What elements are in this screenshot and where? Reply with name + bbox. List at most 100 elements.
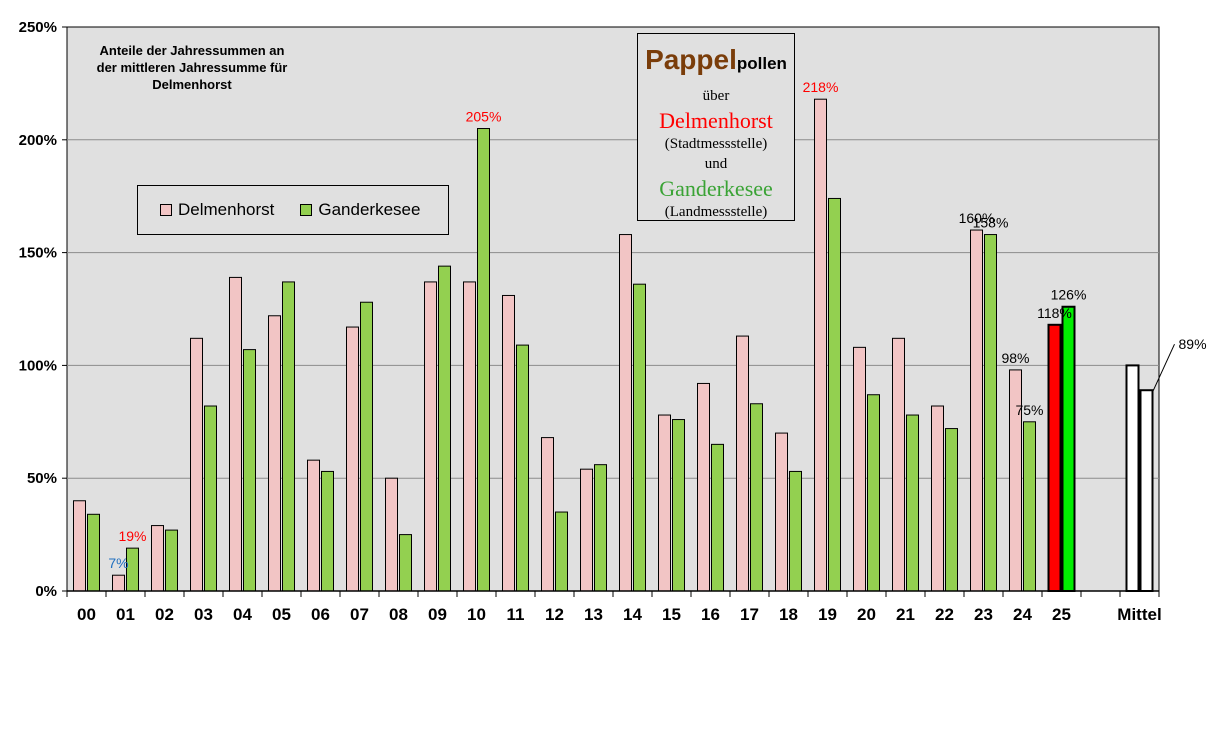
x-tick-label: 06: [311, 605, 330, 624]
bar-delmenhorst-06: [307, 459, 320, 592]
data-label-leader: [1152, 344, 1175, 393]
bar-delmenhorst-00: [73, 500, 86, 592]
legend-label-delmenhorst: Delmenhorst: [178, 200, 275, 219]
x-tick-label: 23: [974, 605, 993, 624]
bar-ganderkesee-06: [321, 470, 334, 592]
x-tick-label: 16: [701, 605, 720, 624]
legend-label-ganderkesee: Ganderkesee: [318, 200, 421, 219]
x-tick-label: 14: [623, 605, 642, 624]
data-label: 218%: [803, 79, 839, 95]
bar-delmenhorst-Mittel: [1125, 364, 1140, 592]
bar-ganderkesee-11: [516, 344, 529, 592]
x-tick-label: 21: [896, 605, 915, 624]
y-tick-label: 150%: [19, 245, 57, 262]
bar-ganderkesee-04: [243, 349, 256, 592]
x-tick-label: 08: [389, 605, 408, 624]
x-tick-label: Mittel: [1117, 605, 1161, 624]
x-tick-label: 03: [194, 605, 213, 624]
bar-ganderkesee-16: [711, 443, 724, 592]
legend-item-delmenhorst: Delmenhorst: [160, 200, 274, 220]
bar-ganderkesee-15: [672, 419, 685, 592]
bar-delmenhorst-19: [814, 98, 827, 592]
y-tick-label: 50%: [27, 470, 57, 487]
x-tick-label: 09: [428, 605, 447, 624]
title-line-3: Delmenhorst: [659, 108, 773, 133]
bar-delmenhorst-09: [424, 281, 437, 592]
bar-delmenhorst-14: [619, 234, 632, 592]
data-label: 158%: [973, 215, 1009, 231]
x-tick-label: 00: [77, 605, 96, 624]
title-line-4: (Stadtmessstelle): [664, 136, 768, 152]
x-tick-label: 15: [662, 605, 681, 624]
bar-delmenhorst-25: [1047, 323, 1062, 592]
x-tick-label: 04: [233, 605, 252, 624]
title-box: Pappelpollen über Delmenhorst (Stadtmess…: [637, 33, 795, 221]
bar-delmenhorst-22: [931, 405, 944, 592]
bar-ganderkesee-20: [867, 394, 880, 592]
bar-delmenhorst-15: [658, 414, 671, 592]
title-line-7: (Landmessstelle): [664, 204, 768, 220]
data-label: 75%: [1015, 402, 1043, 418]
data-label: 160%: [959, 210, 995, 226]
data-label: 205%: [466, 109, 502, 125]
x-tick-label: 02: [155, 605, 174, 624]
x-tick-label: 19: [818, 605, 837, 624]
data-label: 126%: [1051, 287, 1087, 303]
data-label: 98%: [1001, 350, 1029, 366]
data-label: 19%: [118, 528, 146, 544]
title-line-2: über: [702, 88, 730, 104]
bar-delmenhorst-21: [892, 337, 905, 592]
bar-ganderkesee-23: [984, 234, 997, 592]
legend-swatch-ganderkesee: [300, 204, 313, 216]
bar-ganderkesee-05: [282, 281, 295, 592]
bar-ganderkesee-08: [399, 534, 412, 592]
bar-delmenhorst-23: [970, 229, 983, 592]
bar-delmenhorst-12: [541, 437, 554, 592]
bar-delmenhorst-03: [190, 337, 203, 592]
note-line-2: der mittleren Jahressumme für: [96, 60, 288, 75]
bar-ganderkesee-07: [360, 301, 373, 592]
title-part-1: Pappel: [645, 44, 737, 75]
bar-delmenhorst-08: [385, 477, 398, 592]
legend-swatch-delmenhorst: [160, 204, 172, 216]
x-tick-label: 12: [545, 605, 564, 624]
x-tick-label: 24: [1013, 605, 1032, 624]
bar-delmenhorst-18: [775, 432, 788, 592]
y-tick-label: 200%: [19, 132, 57, 149]
bar-ganderkesee-Mittel: [1139, 389, 1154, 592]
bar-delmenhorst-02: [151, 525, 164, 592]
bar-delmenhorst-11: [502, 294, 515, 592]
chart-note: Anteile der Jahressummen an der mittlere…: [72, 42, 312, 93]
bar-delmenhorst-13: [580, 468, 593, 592]
data-label: 118%: [1037, 305, 1072, 321]
x-tick-label: 11: [507, 605, 525, 624]
bar-ganderkesee-13: [594, 464, 607, 592]
bar-ganderkesee-14: [633, 283, 646, 592]
bar-ganderkesee-02: [165, 529, 178, 592]
bar-ganderkesee-03: [204, 405, 217, 592]
x-tick-label: 18: [779, 605, 798, 624]
bar-delmenhorst-04: [229, 276, 242, 592]
x-tick-label: 22: [935, 605, 954, 624]
bar-ganderkesee-17: [750, 403, 763, 592]
x-tick-label: 20: [857, 605, 876, 624]
title-line-1: Pappelpollen: [638, 40, 794, 85]
y-tick-label: 100%: [19, 357, 57, 374]
bar-delmenhorst-07: [346, 326, 359, 592]
bar-delmenhorst-10: [463, 281, 476, 592]
x-tick-label: 10: [467, 605, 486, 624]
note-line-1: Anteile der Jahressummen an: [99, 43, 285, 58]
y-tick-label: 0%: [35, 583, 57, 600]
bar-ganderkesee-21: [906, 414, 919, 592]
y-tick-label: 250%: [19, 19, 57, 36]
bar-ganderkesee-25: [1061, 305, 1076, 592]
x-tick-label: 13: [584, 605, 603, 624]
bar-ganderkesee-10: [477, 128, 490, 592]
bar-delmenhorst-16: [697, 382, 710, 592]
bar-ganderkesee-18: [789, 470, 802, 592]
bar-ganderkesee-00: [87, 513, 100, 592]
title-line-5: und: [704, 156, 728, 172]
data-label: 89%: [1179, 336, 1207, 352]
data-label: 7%: [108, 555, 128, 571]
